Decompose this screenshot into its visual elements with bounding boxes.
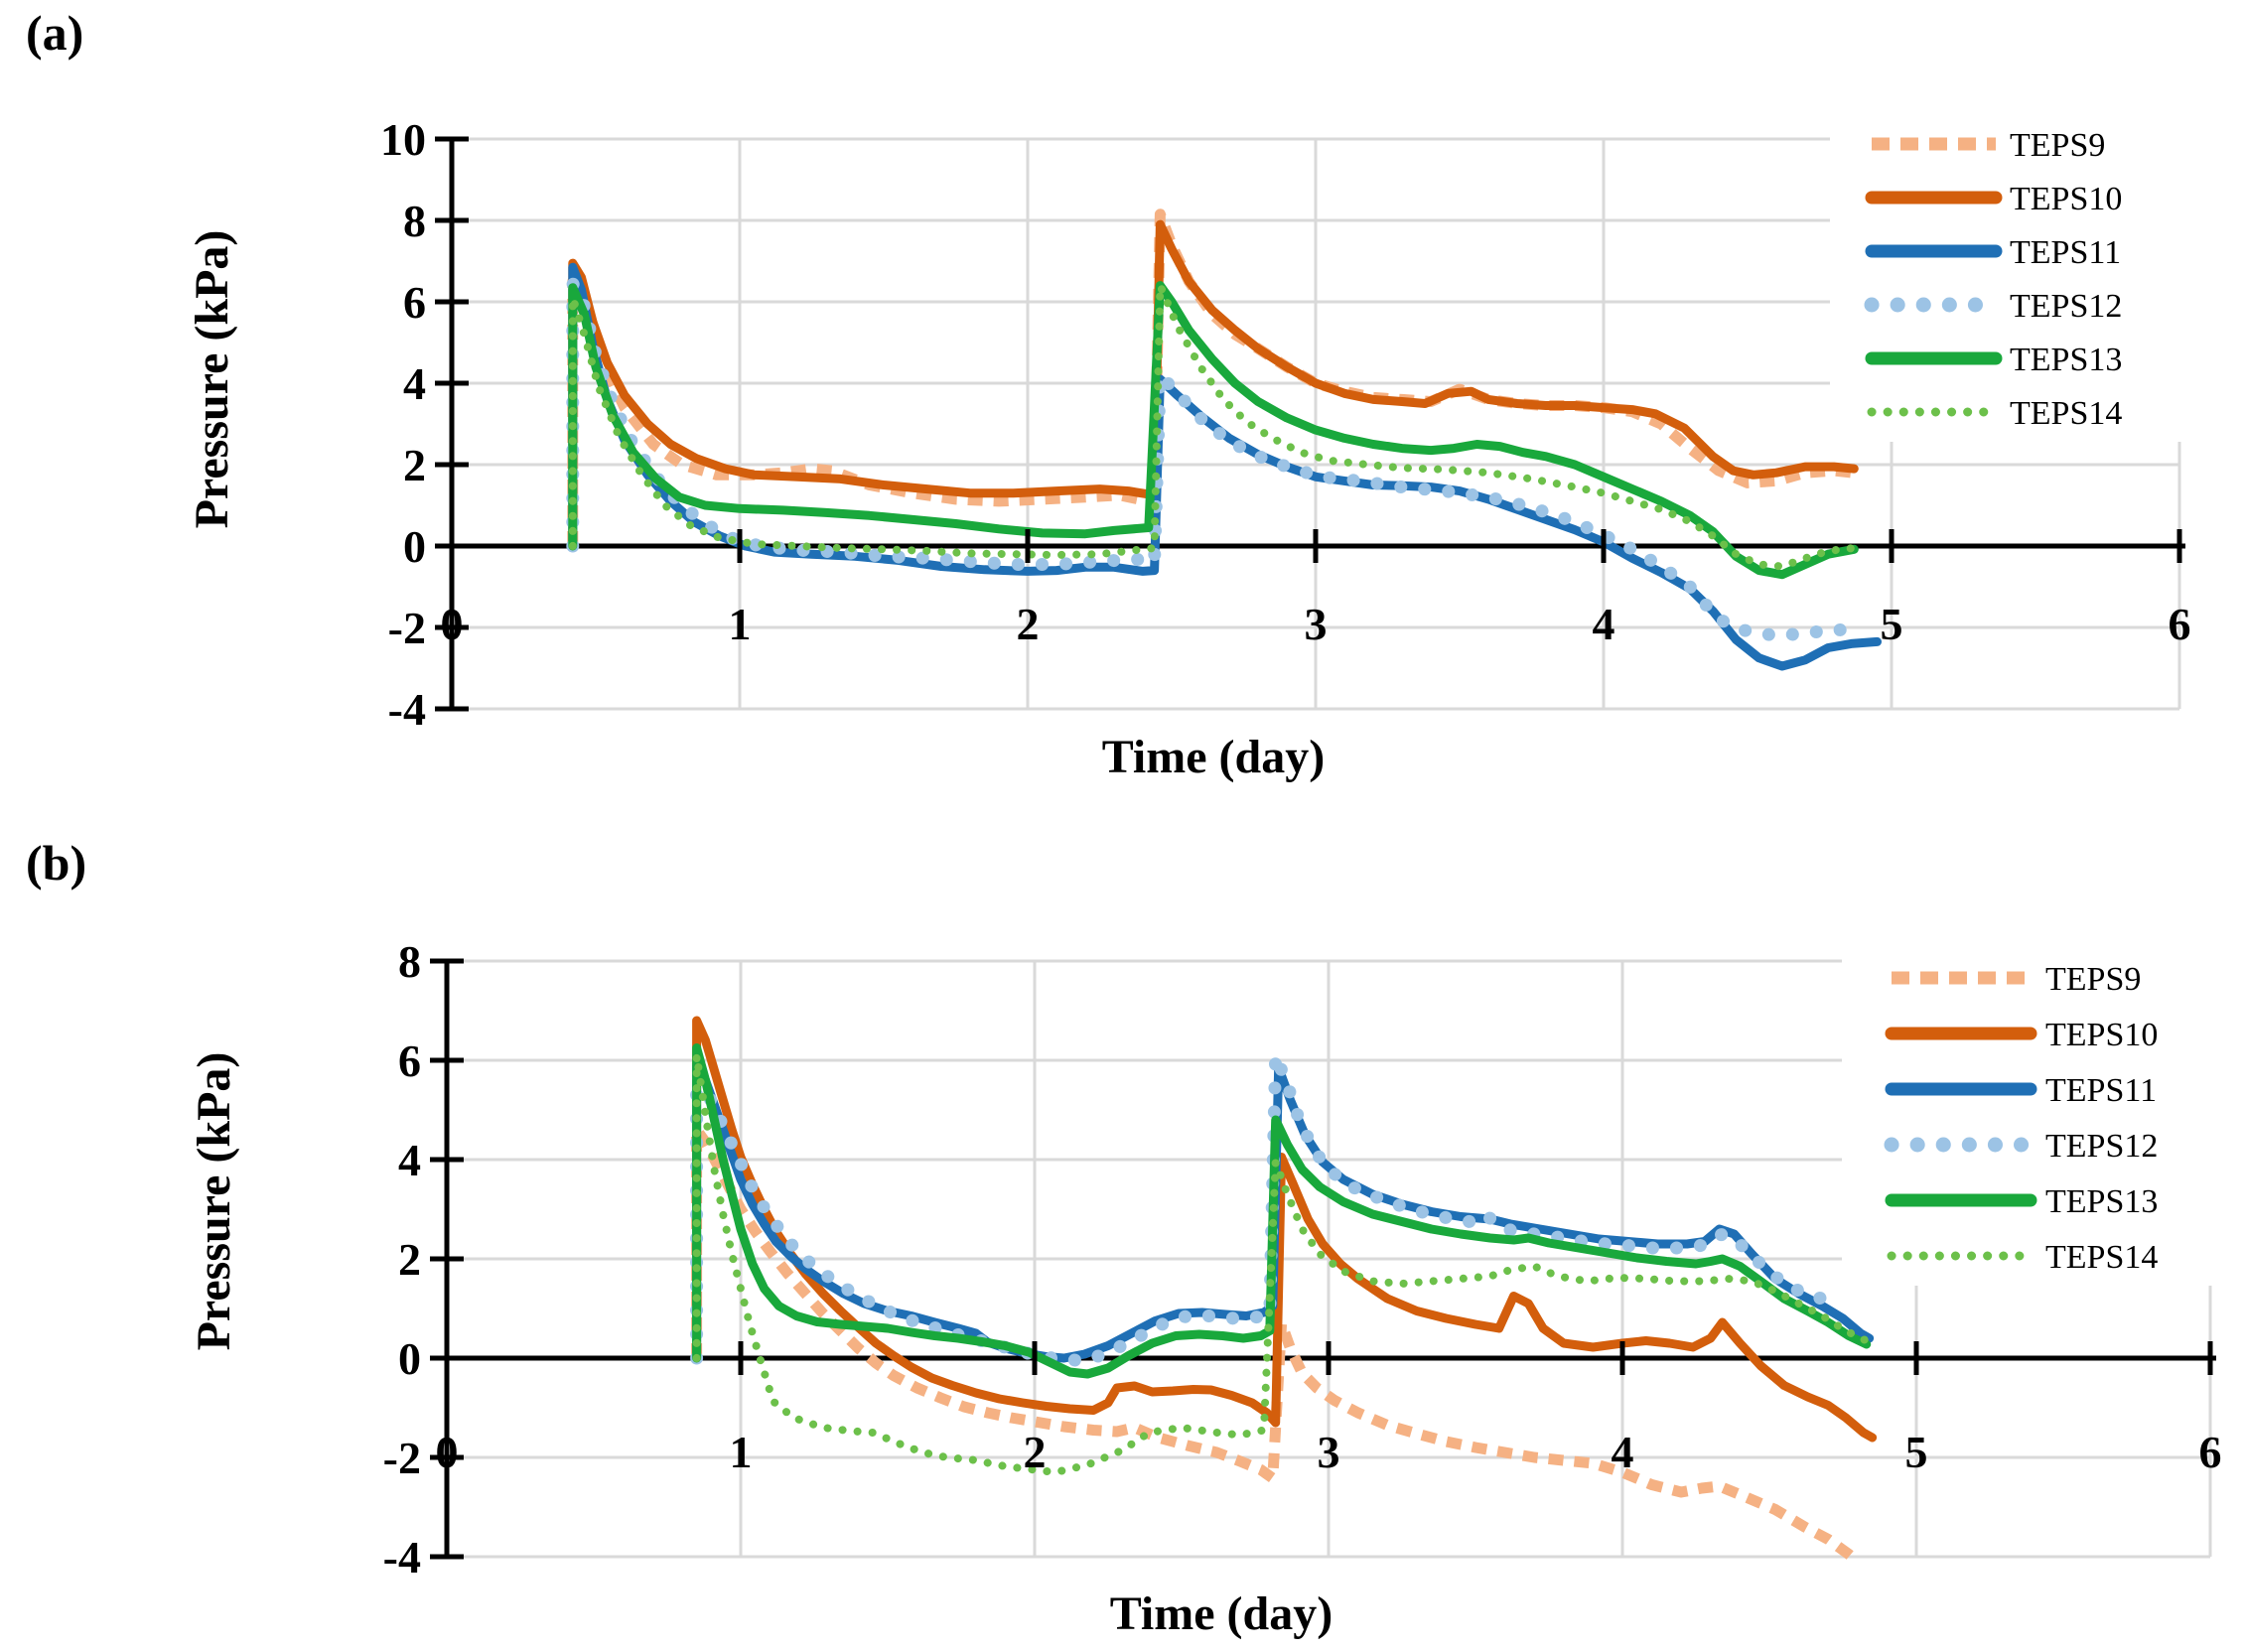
panel-a-label: (a) (26, 5, 84, 61)
legend-entry-TEPS13: TEPS13 (1865, 342, 2122, 378)
x-tick-label-3: 3 (1318, 1427, 1340, 1477)
x-tick-label-6: 6 (2169, 599, 2191, 649)
y-tick-label-2: 2 (403, 440, 426, 490)
y-tick-label-2: 2 (398, 1234, 421, 1285)
legend-label-TEPS11: TEPS11 (2045, 1072, 2157, 1109)
y-tick-label--2: -2 (383, 1433, 421, 1483)
y-tick-label--4: -4 (388, 684, 426, 735)
legend-label-TEPS10: TEPS10 (2010, 181, 2122, 217)
x-tick-label-2: 2 (1024, 1427, 1047, 1477)
legend-entry-TEPS10: TEPS10 (1865, 181, 2122, 217)
legend-entry-TEPS14: TEPS14 (1887, 1239, 2158, 1276)
legend-entry-TEPS9: TEPS9 (1892, 961, 2141, 998)
series-TEPS12-line (690, 1048, 1847, 1367)
x-tick-label-2: 2 (1017, 599, 1040, 649)
y-tick-label--2: -2 (388, 603, 426, 653)
legend: TEPS9 TEPS10 TEPS11 TEPS12 TEPS13 TEPS14 (1842, 943, 2245, 1286)
legend-background (1842, 943, 2245, 1286)
y-tick-label-10: 10 (380, 114, 426, 165)
legend-label-TEPS12: TEPS12 (2010, 288, 2122, 325)
y-tick-label-4: 4 (398, 1135, 421, 1185)
y-tick-label-6: 6 (398, 1035, 421, 1086)
x-tick-label-4: 4 (1593, 599, 1615, 649)
legend-label-TEPS14: TEPS14 (2010, 395, 2122, 432)
legend-label-TEPS14: TEPS14 (2045, 1239, 2158, 1276)
x-tick-label-0: 0 (441, 599, 464, 649)
legend-entry-TEPS11: TEPS11 (1885, 1072, 2157, 1109)
x-tick-label-5: 5 (1905, 1427, 1928, 1477)
y-tick-label-8: 8 (403, 196, 426, 246)
y-axis-title-b: Pressure (kPa) (188, 1051, 240, 1351)
legend-background (1830, 111, 2245, 442)
x-axis-title-a: Time (day) (1101, 731, 1326, 783)
y-tick-label-0: 0 (403, 521, 426, 572)
x-tick-label-3: 3 (1305, 599, 1328, 649)
legend-entry-TEPS12: TEPS12 (1884, 1128, 2158, 1165)
y-axis-title-a: Pressure (kPa) (186, 229, 238, 529)
x-tick-label-0: 0 (436, 1427, 459, 1477)
panel-a-plot: 10 8 6 4 2 0 -2 -4 0 1 2 3 4 5 6 TEPS9 TEPS10 TEPS11 TEPS1… (380, 111, 2245, 735)
x-tick-label-1: 1 (730, 1427, 753, 1477)
x-tick-label-5: 5 (1881, 599, 1903, 649)
legend-entry-TEPS14: TEPS14 (1867, 395, 2122, 432)
legend-label-TEPS10: TEPS10 (2045, 1017, 2158, 1053)
x-tick-label-4: 4 (1612, 1427, 1634, 1477)
legend: TEPS9 TEPS10 TEPS11 TEPS12 TEPS13 TEPS14 (1830, 111, 2245, 442)
legend-label-TEPS13: TEPS13 (2010, 342, 2122, 378)
y-tick-label-4: 4 (403, 358, 426, 409)
panel-b-label: (b) (26, 835, 87, 891)
series-TEPS14-line (568, 281, 1859, 571)
legend-entry-TEPS13: TEPS13 (1885, 1183, 2158, 1220)
series-TEPS13-line (568, 281, 1859, 580)
legend-label-TEPS13: TEPS13 (2045, 1183, 2158, 1220)
x-tick-label-1: 1 (729, 599, 752, 649)
series-TEPS13-line (692, 1043, 1872, 1379)
series-TEPS10-line (568, 219, 1859, 551)
x-axis-title-b: Time (day) (1109, 1587, 1333, 1640)
legend-entry-TEPS10: TEPS10 (1885, 1017, 2158, 1053)
legend-entry-TEPS11: TEPS11 (1865, 234, 2121, 271)
y-tick-label-0: 0 (398, 1333, 421, 1384)
legend-label-TEPS9: TEPS9 (2010, 127, 2105, 164)
series-TEPS14-line (692, 1051, 1871, 1476)
legend-label-TEPS12: TEPS12 (2045, 1128, 2158, 1165)
legend-label-TEPS11: TEPS11 (2010, 234, 2121, 271)
legend-entry-TEPS9: TEPS9 (1872, 127, 2105, 164)
x-tick-label-6: 6 (2199, 1427, 2222, 1477)
y-tick-label-6: 6 (403, 277, 426, 328)
series-TEPS12-line (566, 277, 1870, 642)
y-tick-label-8: 8 (398, 936, 421, 987)
legend-entry-TEPS12: TEPS12 (1864, 288, 2122, 325)
y-tick-label--4: -4 (383, 1532, 421, 1583)
legend-label-TEPS9: TEPS9 (2045, 961, 2141, 998)
